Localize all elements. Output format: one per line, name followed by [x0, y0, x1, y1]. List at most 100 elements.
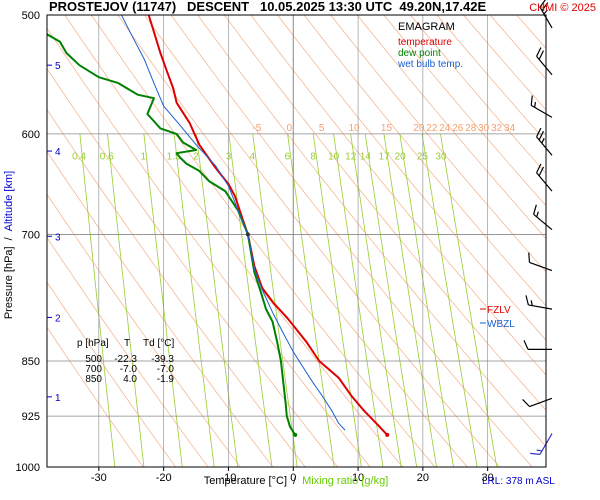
y-axis-label-altitude: Altitude [km]	[3, 171, 15, 232]
dry-adiabat	[197, 15, 546, 447]
mixing-ratio-label: 1	[140, 151, 146, 162]
mixing-ratio-line	[399, 133, 454, 467]
dry-adiabat-label: 28	[465, 123, 477, 134]
dry-adiabat	[47, 237, 209, 467]
table-header-p: p [hPa]	[77, 338, 109, 349]
y-axis-label-sep: /	[3, 236, 15, 240]
wind-barb	[536, 47, 553, 76]
level-annotations: FZLV WBZL	[480, 305, 515, 330]
legend-temperature: temperature	[398, 37, 452, 48]
wind-barb-half	[534, 101, 537, 108]
series-dew-point	[47, 31, 297, 436]
wind-barb	[530, 95, 553, 118]
chart-kind-label: EMAGRAM	[398, 21, 455, 33]
dry-adiabat	[410, 15, 546, 174]
plot-background	[47, 15, 546, 467]
dry-adiabat-label: 20	[413, 123, 425, 134]
y-tick-label: 600	[22, 129, 40, 141]
dry-adiabat	[47, 27, 371, 467]
wind-barb-shaft	[529, 261, 553, 272]
wind-barb-half	[536, 449, 543, 452]
series-layer	[47, 15, 390, 437]
x-tick-label: 30	[482, 472, 494, 484]
wind-barb-flag	[530, 95, 533, 106]
mixing-ratio-label: 1.5	[167, 151, 181, 162]
dry-adiabat-label: 15	[381, 123, 393, 134]
fzlv-label: FZLV	[487, 305, 511, 316]
x-tick-label: -30	[91, 472, 107, 484]
data-table: p [hPa] T Td [°C] 500 -22.3 -39.3 700 -7…	[77, 338, 174, 385]
dry-adiabat-label: 22	[426, 123, 438, 134]
wind-barb	[528, 252, 553, 272]
wind-barb-shaft	[536, 136, 553, 156]
mixing-ratio-line	[364, 133, 417, 467]
wind-barb-flag	[539, 0, 547, 8]
wind-barb	[522, 397, 553, 408]
wind-barb-flag	[538, 166, 545, 177]
wind-barb-flag	[523, 340, 529, 350]
wind-barb-shaft	[536, 56, 553, 76]
mixing-ratio-label: 6	[285, 151, 291, 162]
wind-barb-half	[543, 9, 548, 15]
dry-adiabat-label: 32	[491, 123, 503, 134]
mixing-ratio-line	[173, 133, 215, 467]
dry-adiabat	[250, 15, 546, 376]
wind-barb-flag	[541, 2, 549, 11]
mixing-ratio-label: 4	[250, 151, 256, 162]
altitude-tick-label: 1	[55, 393, 61, 404]
wind-barb	[536, 163, 553, 192]
dry-adiabat	[91, 15, 436, 467]
wind-barb	[523, 340, 552, 350]
dry-adiabat	[47, 193, 241, 467]
altitude-tick-label: 3	[55, 232, 61, 243]
table-cell: -1.9	[157, 374, 175, 385]
x-tick-label: 20	[417, 472, 429, 484]
dry-adiabat	[170, 15, 533, 467]
mixing-ratio-line	[440, 133, 498, 467]
wind-barb	[525, 295, 553, 310]
plot-frame	[46, 14, 547, 468]
wind-barb-flag	[530, 452, 541, 455]
dry-adiabat-label: 0	[286, 123, 292, 134]
dry-adiabat	[47, 150, 274, 467]
mixing-ratio-line	[195, 133, 238, 467]
mixing-ratio-label: 0.6	[100, 151, 114, 162]
dry-adiabat	[596, 15, 600, 467]
mixing-ratio-label: 17	[379, 151, 391, 162]
legend: EMAGRAM temperature dew point wet bulb t…	[397, 21, 463, 70]
x-tick-label: -10	[221, 472, 237, 484]
mixing-ratio-line	[107, 133, 145, 467]
dry-adiabat-label: 26	[452, 123, 464, 134]
y-tick-label: 700	[22, 229, 40, 241]
wind-barb	[536, 127, 553, 156]
dry-adiabat	[117, 15, 468, 467]
x-axis-label-sep: /	[293, 475, 297, 487]
dry-adiabat-label: 5	[319, 123, 325, 134]
dry-adiabat-label: -5	[252, 123, 261, 134]
table-cell: 4.0	[123, 374, 137, 385]
surface-marker	[293, 432, 298, 437]
surface-marker	[385, 432, 390, 437]
table-cell: 850	[85, 374, 102, 385]
mixing-ratio-label: 20	[395, 151, 407, 162]
mixing-ratio-label: 25	[417, 151, 429, 162]
dry-adiabat	[383, 15, 546, 207]
mixing-ratio-line	[421, 133, 478, 467]
mixing-ratio-line	[312, 133, 362, 467]
wind-barb-flag	[533, 204, 537, 215]
y-tick-label: 850	[22, 356, 40, 368]
wind-barb-flag	[536, 127, 542, 138]
x-tick-label: 10	[352, 472, 364, 484]
dry-adiabat-label: 34	[504, 123, 516, 134]
altitude-tick-label: 2	[55, 313, 61, 324]
dry-adiabat	[47, 326, 144, 467]
legend-dew-point: dew point	[398, 48, 441, 59]
mixing-ratio-label: 8	[310, 151, 316, 162]
altitude-tick-label: 4	[55, 147, 61, 158]
table-header-t: T	[124, 338, 130, 349]
dry-adiabat	[543, 15, 546, 19]
table-cell: -22.3	[114, 354, 137, 365]
lrl-label: LRL: 378 m ASL	[482, 476, 555, 487]
